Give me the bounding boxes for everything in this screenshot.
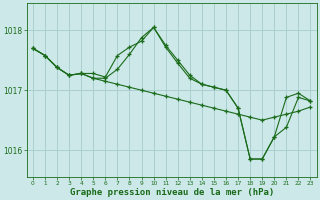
X-axis label: Graphe pression niveau de la mer (hPa): Graphe pression niveau de la mer (hPa) [69,188,274,197]
